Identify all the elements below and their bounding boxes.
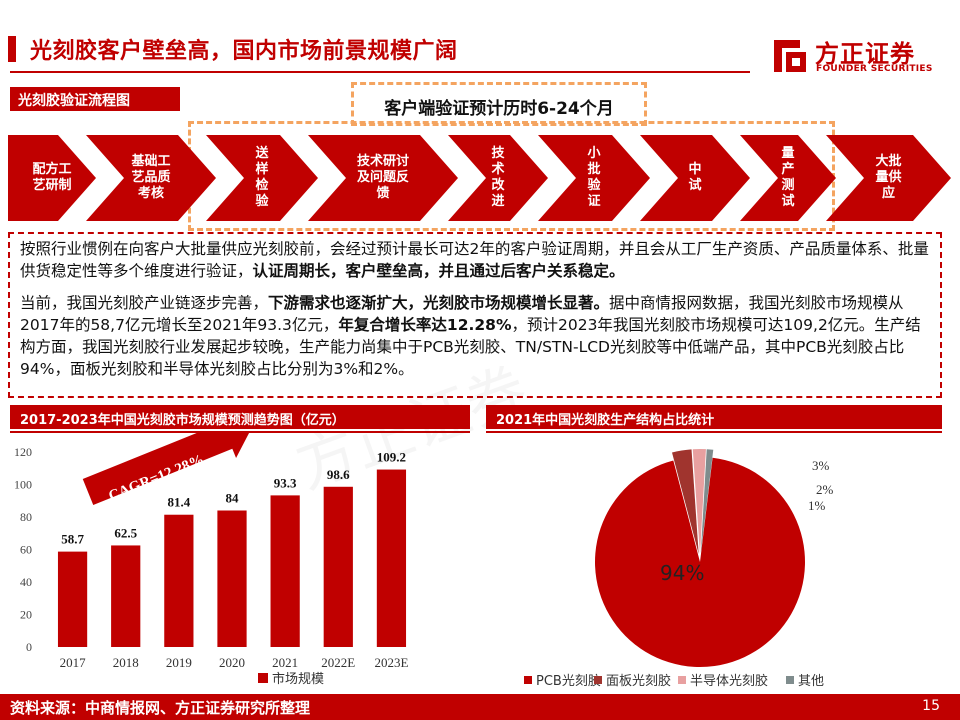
- logo-chinese: 方正证券: [815, 40, 915, 68]
- legend-swatch: [786, 676, 794, 684]
- founder-logo-icon: [774, 40, 806, 72]
- slice-label: 94%: [660, 561, 704, 585]
- pie-slice: [692, 449, 706, 555]
- flow-step: 技术研讨及问题反馈: [308, 135, 458, 221]
- flow-step: 量产测试: [740, 135, 836, 221]
- bar: [376, 469, 407, 647]
- x-tick-label: 2020: [219, 655, 245, 670]
- verification-title: 客户端验证预计历时6-24个月: [384, 99, 614, 119]
- slice-label: 2%: [816, 482, 834, 497]
- legend-label: PCB光刻胶: [536, 673, 601, 689]
- y-tick-label: 20: [20, 608, 32, 622]
- x-tick-label: 2023E: [374, 655, 408, 670]
- legend-swatch: [524, 676, 532, 684]
- data-label: 84: [226, 491, 240, 506]
- legend-label: 市场规模: [272, 671, 324, 687]
- y-tick-label: 120: [14, 445, 32, 459]
- source-note: 资料来源：中商情报网、方正证券研究所整理: [10, 699, 311, 717]
- y-tick-label: 80: [20, 510, 32, 524]
- flow-chart-label: 光刻胶验证流程图: [10, 87, 180, 111]
- page-number: 15: [922, 698, 940, 714]
- data-label: 98.6: [327, 467, 350, 482]
- arrow-shape: [82, 432, 254, 505]
- data-label: 93.3: [274, 475, 297, 490]
- pie-slice: [700, 449, 714, 555]
- data-label: 109.2: [377, 450, 406, 465]
- legend-swatch: [678, 676, 686, 684]
- cagr-arrow: [82, 432, 254, 505]
- legend-label: 半导体光刻胶: [690, 673, 768, 689]
- bar: [164, 514, 194, 647]
- data-label: 81.4: [167, 495, 190, 510]
- flow-step: 基础工艺品质考核: [86, 135, 216, 221]
- bar: [323, 486, 353, 647]
- x-tick-label: 2022E: [321, 655, 355, 670]
- paragraph-2: 当前，我国光刻胶产业链逐步完善，下游需求也逐渐扩大，光刻胶市场规模增长显著。据中…: [20, 294, 921, 378]
- description-box: 按照行业惯例在向客户大批量供应光刻胶前，会经过预计最长可达2年的客户验证周期，并…: [8, 232, 942, 398]
- legend-swatch: [258, 673, 268, 683]
- verification-title-box: 客户端验证预计历时6-24个月: [351, 82, 647, 126]
- y-tick-label: 100: [14, 478, 32, 492]
- legend-swatch: [594, 676, 602, 684]
- data-label: 58.7: [61, 532, 84, 547]
- bar: [270, 495, 300, 647]
- flow-step: 配方工艺研制: [8, 135, 96, 221]
- production-structure-pie-chart: 94% 3% 2%1% PCB光刻胶 面板光刻胶 半导体光刻胶 其他: [524, 449, 834, 689]
- title-accent-bar: [8, 36, 16, 62]
- pie-chart-title: 2021年中国光刻胶生产结构占比统计: [486, 405, 942, 433]
- slice-label: 3%: [812, 458, 830, 473]
- pie-slice: [672, 449, 699, 555]
- flow-step: 中试: [640, 135, 750, 221]
- x-tick-label: 2019: [166, 655, 192, 670]
- flow-step: 技术改进: [448, 135, 548, 221]
- bar: [57, 551, 88, 647]
- x-tick-label: 2017: [60, 655, 87, 670]
- flow-step: 送样检验: [206, 135, 318, 221]
- founder-logo: 方正证券 FOUNDER SECURITIES: [770, 32, 950, 82]
- legend-label: 其他: [798, 674, 824, 689]
- slice-label: 1%: [808, 498, 826, 513]
- y-tick-label: 40: [20, 575, 32, 589]
- x-tick-label: 2018: [113, 655, 139, 670]
- page-title: 光刻胶客户壁垒高，国内市场前景规模广阔: [30, 39, 458, 64]
- y-tick-label: 60: [20, 543, 32, 557]
- header-divider: [10, 71, 750, 73]
- paragraph-1: 按照行业惯例在向客户大批量供应光刻胶前，会经过预计最长可达2年的客户验证周期，并…: [20, 240, 929, 280]
- bar: [217, 510, 247, 647]
- y-tick-label: 0: [26, 640, 32, 654]
- logo-english: FOUNDER SECURITIES: [816, 64, 933, 74]
- flow-step: 大批量供应: [826, 135, 951, 221]
- data-label: 62.5: [114, 525, 137, 540]
- legend-label: 面板光刻胶: [606, 673, 671, 689]
- bar-chart-title: 2017-2023年中国光刻胶市场规模预测趋势图（亿元）: [10, 405, 470, 433]
- process-flow: 配方工艺研制 基础工艺品质考核 送样检验 技术研讨及问题反馈 技术改进 小批验证…: [8, 135, 953, 221]
- flow-step: 小批验证: [538, 135, 650, 221]
- footer-bar: 资料来源：中商情报网、方正证券研究所整理 15: [0, 694, 960, 720]
- market-size-bar-chart: 0 20 40 60 80 100 120 58.7 2017 62.5 2018 81.4 2019 8…: [14, 432, 408, 687]
- pie-slice: [595, 457, 805, 667]
- x-tick-label: 2021: [272, 655, 298, 670]
- bar: [111, 545, 141, 647]
